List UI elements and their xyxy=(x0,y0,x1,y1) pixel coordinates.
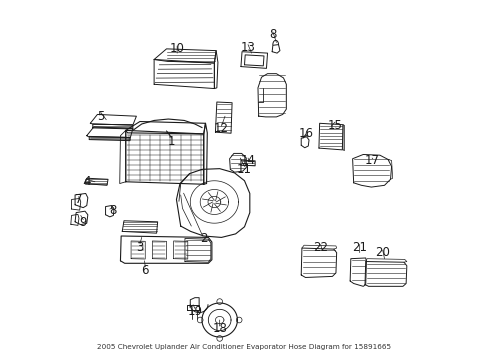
Text: 3: 3 xyxy=(136,241,143,254)
Text: 15: 15 xyxy=(327,118,342,131)
Text: 6: 6 xyxy=(141,264,149,277)
Text: 1: 1 xyxy=(168,135,175,148)
Text: 9: 9 xyxy=(80,216,87,229)
Text: 22: 22 xyxy=(313,241,327,254)
Text: 21: 21 xyxy=(351,241,366,254)
Text: 8: 8 xyxy=(268,28,276,41)
Text: 16: 16 xyxy=(299,127,313,140)
Text: 2005 Chevrolet Uplander Air Conditioner Evaporator Hose Diagram for 15891665: 2005 Chevrolet Uplander Air Conditioner … xyxy=(97,344,391,350)
Text: 14: 14 xyxy=(240,154,255,167)
Text: 11: 11 xyxy=(237,163,251,176)
Text: 5: 5 xyxy=(97,110,104,123)
Text: 7: 7 xyxy=(75,193,82,206)
Text: 13: 13 xyxy=(240,41,255,54)
Text: 19: 19 xyxy=(187,305,202,318)
Text: 18: 18 xyxy=(212,322,226,336)
Text: 4: 4 xyxy=(83,175,90,188)
Text: 17: 17 xyxy=(364,154,379,167)
Text: 10: 10 xyxy=(169,42,184,55)
Text: 2: 2 xyxy=(200,232,207,245)
Text: 20: 20 xyxy=(374,246,389,259)
Text: 8: 8 xyxy=(109,204,117,217)
Text: 12: 12 xyxy=(214,122,228,135)
